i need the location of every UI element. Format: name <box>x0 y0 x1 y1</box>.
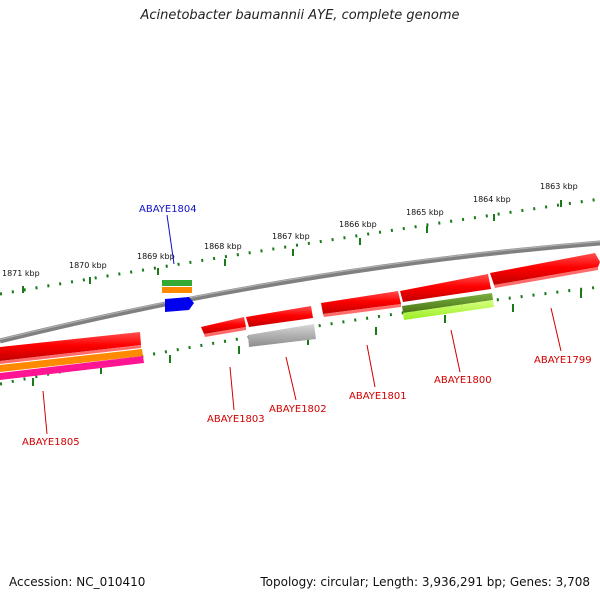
gene-abaye1804-orange[interactable] <box>162 287 192 293</box>
gene-abaye1805-magenta[interactable] <box>0 356 144 380</box>
accession-text: Accession: NC_010410 <box>9 575 146 589</box>
gene-abaye1804-track[interactable] <box>162 280 194 312</box>
gene-label-abaye1802[interactable]: ABAYE1802 <box>269 404 327 415</box>
gene-abaye1804-green[interactable] <box>162 280 192 286</box>
gene-abaye1805-orange[interactable] <box>0 349 143 372</box>
gene-leader-line-blue <box>166 214 175 265</box>
scale-label: 1870 kbp <box>69 261 107 270</box>
gene-abaye1803[interactable] <box>201 317 246 334</box>
gene-abaye1801[interactable] <box>321 291 401 314</box>
scale-label: 1865 kbp <box>406 208 444 217</box>
gene-abaye1805-red[interactable] <box>0 332 141 361</box>
scale-ticks-upper <box>0 197 600 296</box>
gene-abaye1805-track[interactable] <box>0 332 144 380</box>
scale-label: 1871 kbp <box>2 269 40 278</box>
gene-abaye1800-red[interactable] <box>400 274 491 302</box>
gene-abaye1799[interactable] <box>490 253 600 285</box>
scale-labels: 1871 kbp 1870 kbp 1869 kbp 1868 kbp 1867… <box>2 182 578 278</box>
scale-label: 1864 kbp <box>473 195 511 204</box>
gene-abaye1800-olive[interactable] <box>402 293 493 313</box>
genome-backbone <box>0 240 600 344</box>
topology-text: Topology: circular; Length: 3,936,291 bp… <box>260 575 590 589</box>
scale-label: 1863 kbp <box>540 182 578 191</box>
scale-label: 1867 kbp <box>272 232 310 241</box>
gene-label-abaye1800[interactable]: ABAYE1800 <box>434 375 492 386</box>
gene-label-abaye1799[interactable]: ABAYE1799 <box>534 355 592 366</box>
gene-label-abaye1803[interactable]: ABAYE1803 <box>207 414 265 425</box>
gene-abaye1800-lime[interactable] <box>403 300 494 320</box>
major-ticks-upper <box>22 200 562 293</box>
gene-abaye1802-gray[interactable] <box>248 324 316 347</box>
gene-abaye1802-red[interactable] <box>246 306 313 327</box>
scale-label: 1868 kbp <box>204 242 242 251</box>
page-title: Acinetobacter baumannii AYE, complete ge… <box>140 8 460 23</box>
scale-label: 1866 kbp <box>339 220 377 229</box>
gene-abaye1804-blue[interactable] <box>165 297 194 312</box>
scale-label: 1869 kbp <box>137 252 175 261</box>
gene-leader-lines <box>42 307 562 435</box>
gene-label-abaye1804[interactable]: ABAYE1804 <box>139 204 197 215</box>
genome-backbone-highlight <box>0 240 600 341</box>
gene-label-abaye1801[interactable]: ABAYE1801 <box>349 391 407 402</box>
gene-label-abaye1805[interactable]: ABAYE1805 <box>22 437 80 448</box>
